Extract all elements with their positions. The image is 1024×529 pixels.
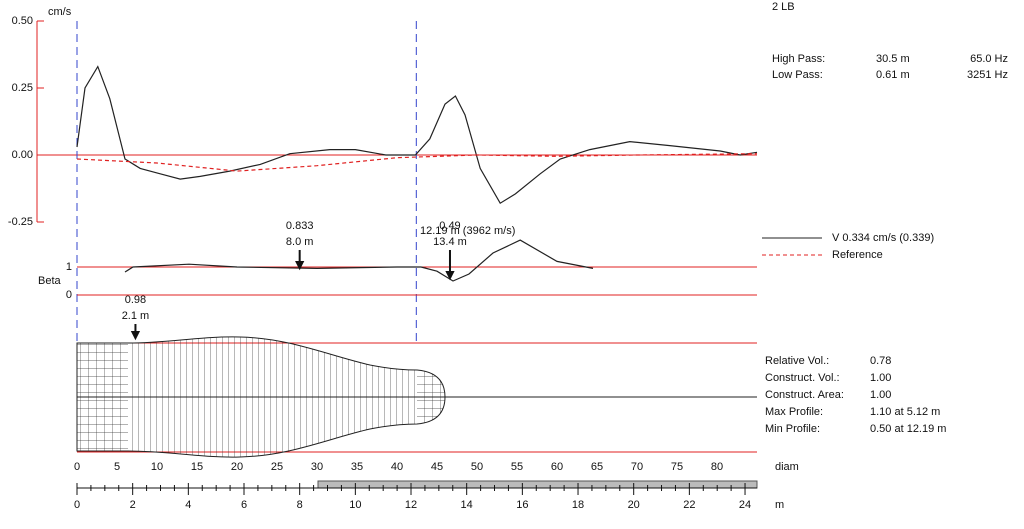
m-tick-label: 4	[185, 499, 191, 511]
annotation-depth: 2.1 m	[122, 310, 150, 322]
m-tick-label: 10	[349, 499, 361, 511]
annotation-value: 0.98	[125, 294, 146, 306]
y-tick-label: 0.50	[12, 15, 33, 27]
diam-tick-label: 60	[551, 461, 563, 473]
y-tick-label: -0.25	[8, 216, 33, 228]
m-tick-label: 18	[572, 499, 584, 511]
m-label: m	[775, 499, 784, 511]
y-tick-label: 0.25	[12, 82, 33, 94]
diam-tick-label: 20	[231, 461, 243, 473]
filter-length: 30.5 m	[876, 53, 910, 65]
m-tick-label: 20	[628, 499, 640, 511]
stat-value: 1.00	[870, 389, 891, 401]
m-tick-label: 16	[516, 499, 528, 511]
filter-length: 0.61 m	[876, 69, 910, 81]
curve	[76, 153, 758, 172]
annotation-value: 0.833	[286, 220, 314, 232]
m-tick-label: 14	[461, 499, 473, 511]
diam-label: diam	[775, 461, 799, 473]
pile-name: 2 LB	[772, 1, 795, 13]
stat-name: Relative Vol.:	[765, 355, 829, 367]
diam-tick-label: 30	[311, 461, 323, 473]
stat-value: 1.00	[870, 372, 891, 384]
stat-name: Max Profile:	[765, 406, 823, 418]
diam-tick-label: 55	[511, 461, 523, 473]
curve	[124, 239, 594, 282]
diam-tick-label: 80	[711, 461, 723, 473]
stat-name: Construct. Vol.:	[765, 372, 840, 384]
diam-tick-label: 0	[74, 461, 80, 473]
beta-tick-label: 0	[66, 289, 72, 301]
filter-freq: 3251 Hz	[967, 69, 1008, 81]
stat-value: 0.50 at 12.19 m	[870, 423, 946, 435]
diam-tick-label: 40	[391, 461, 403, 473]
annotation-depth: 8.0 m	[286, 236, 314, 248]
annotation-value: 0.49	[439, 220, 460, 232]
toe-label: 12.19 m (3962 m/s)	[420, 225, 515, 237]
beta-tick-label: 1	[66, 261, 72, 273]
diam-tick-label: 45	[431, 461, 443, 473]
legend-label: Reference	[832, 249, 883, 261]
pile-profile	[77, 336, 445, 458]
y-tick-label: 0.00	[12, 149, 33, 161]
diam-tick-label: 10	[151, 461, 163, 473]
stat-value: 1.10 at 5.12 m	[870, 406, 940, 418]
legend-label: V 0.334 cm/s (0.339)	[832, 232, 934, 244]
diam-tick-label: 5	[114, 461, 120, 473]
reflector-bar	[317, 480, 758, 489]
stat-value: 0.78	[870, 355, 891, 367]
filter-name: High Pass:	[772, 53, 825, 65]
annotation-arrow	[130, 324, 141, 341]
m-tick-label: 6	[241, 499, 247, 511]
filter-freq: 65.0 Hz	[970, 53, 1008, 65]
filter-name: Low Pass:	[772, 69, 823, 81]
m-tick-label: 24	[739, 499, 751, 511]
diam-tick-label: 65	[591, 461, 603, 473]
stat-name: Construct. Area:	[765, 389, 844, 401]
units: cm/s	[48, 6, 72, 18]
diam-tick-label: 70	[631, 461, 643, 473]
diam-tick-label: 35	[351, 461, 363, 473]
diam-tick-label: 50	[471, 461, 483, 473]
diam-tick-label: 75	[671, 461, 683, 473]
diam-tick-label: 15	[191, 461, 203, 473]
beta-label: Beta	[38, 275, 62, 287]
m-tick-label: 0	[74, 499, 80, 511]
annotation-arrow	[445, 250, 455, 281]
m-tick-label: 2	[130, 499, 136, 511]
diam-tick-label: 25	[271, 461, 283, 473]
annotation-arrow	[295, 250, 305, 271]
annotation-depth: 13.4 m	[433, 236, 467, 248]
m-tick-label: 22	[683, 499, 695, 511]
stat-name: Min Profile:	[765, 423, 820, 435]
m-tick-label: 8	[297, 499, 303, 511]
m-tick-label: 12	[405, 499, 417, 511]
curve	[76, 65, 758, 205]
